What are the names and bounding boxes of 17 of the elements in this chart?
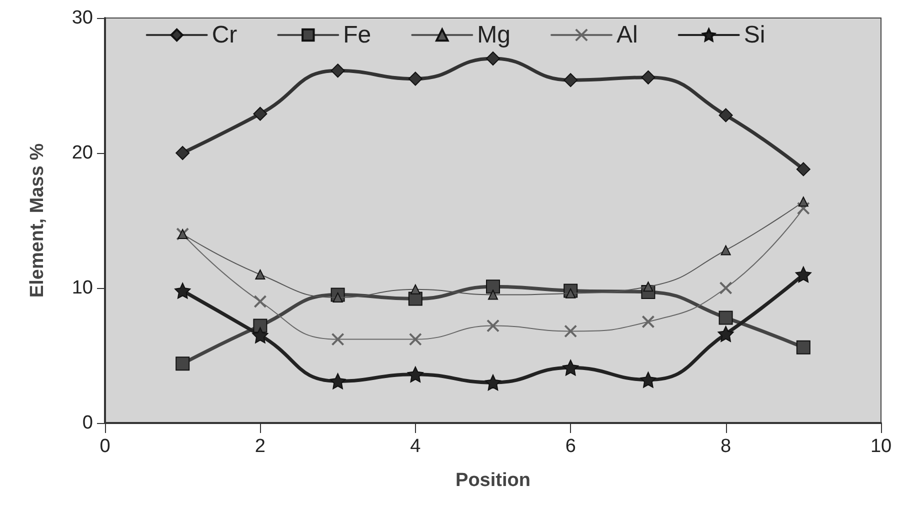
legend-label: Fe	[343, 22, 372, 48]
y-tick-label: 30	[72, 8, 93, 28]
x-tick-label: 10	[870, 436, 892, 457]
x-tick-label: 0	[100, 436, 110, 457]
y-axis-title: Element, Mass %	[27, 143, 48, 298]
y-tick-label: 20	[72, 142, 93, 164]
legend-label: Al	[616, 22, 638, 48]
y-tick-label: 10	[72, 278, 93, 298]
x-tick-label: 6	[565, 436, 576, 457]
legend-label: Cr	[212, 22, 238, 48]
y-tick-label: 0	[82, 412, 93, 434]
x-axis-title: Position	[456, 470, 530, 491]
legend-label: Mg	[477, 22, 510, 48]
x-tick-label: 2	[254, 436, 266, 457]
x-tick-label: 8	[720, 436, 732, 457]
legend-label: Si	[744, 22, 766, 48]
x-tick-label: 4	[410, 436, 422, 457]
